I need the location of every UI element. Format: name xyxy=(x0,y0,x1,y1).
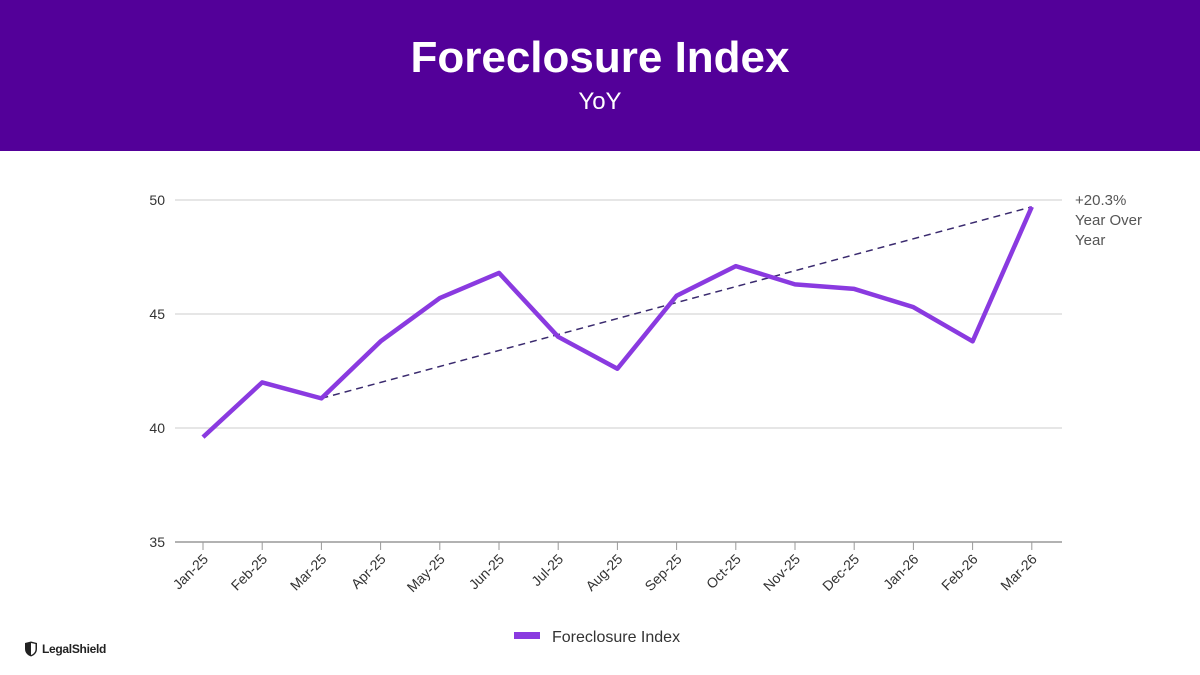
annotation-text: +20.3% xyxy=(1075,192,1126,209)
x-tick-label: Sep-25 xyxy=(641,551,684,594)
x-tick-label: Apr-25 xyxy=(348,551,389,592)
y-tick-label: 40 xyxy=(149,420,165,436)
y-tick-label: 50 xyxy=(149,192,165,208)
x-tick-label: Feb-26 xyxy=(938,551,981,594)
logo-text: LegalShield xyxy=(42,642,107,656)
x-tick-label: Dec-25 xyxy=(819,551,862,594)
x-tick-label: Mar-25 xyxy=(287,551,330,594)
page-subtitle: YoY xyxy=(578,88,622,115)
y-tick-label: 35 xyxy=(149,534,165,550)
x-tick-label: Feb-25 xyxy=(228,551,271,594)
trend-line xyxy=(321,206,1032,400)
legend-swatch xyxy=(514,632,540,639)
shield-icon xyxy=(25,641,37,657)
x-tick-label: Jan-25 xyxy=(170,551,212,593)
x-tick-label: Oct-25 xyxy=(703,551,744,592)
x-tick-label: Nov-25 xyxy=(760,551,803,594)
series-line xyxy=(201,205,1034,439)
legalshield-logo: LegalShield xyxy=(24,641,106,657)
x-tick-label: Aug-25 xyxy=(582,551,625,594)
x-tick-label: Jan-26 xyxy=(880,551,922,593)
x-tick-label: Mar-26 xyxy=(997,551,1040,594)
x-tick-label: May-25 xyxy=(404,551,448,595)
x-tick-label: Jul-25 xyxy=(528,551,566,589)
header-banner: Foreclosure Index YoY xyxy=(0,0,1200,151)
page-title: Foreclosure Index xyxy=(410,33,790,82)
legend-label: Foreclosure Index xyxy=(552,629,680,646)
x-tick-label: Jun-25 xyxy=(466,551,508,593)
y-tick-label: 45 xyxy=(149,306,165,322)
annotation-text: Year Over xyxy=(1075,212,1142,229)
annotation-text: Year xyxy=(1075,232,1105,249)
